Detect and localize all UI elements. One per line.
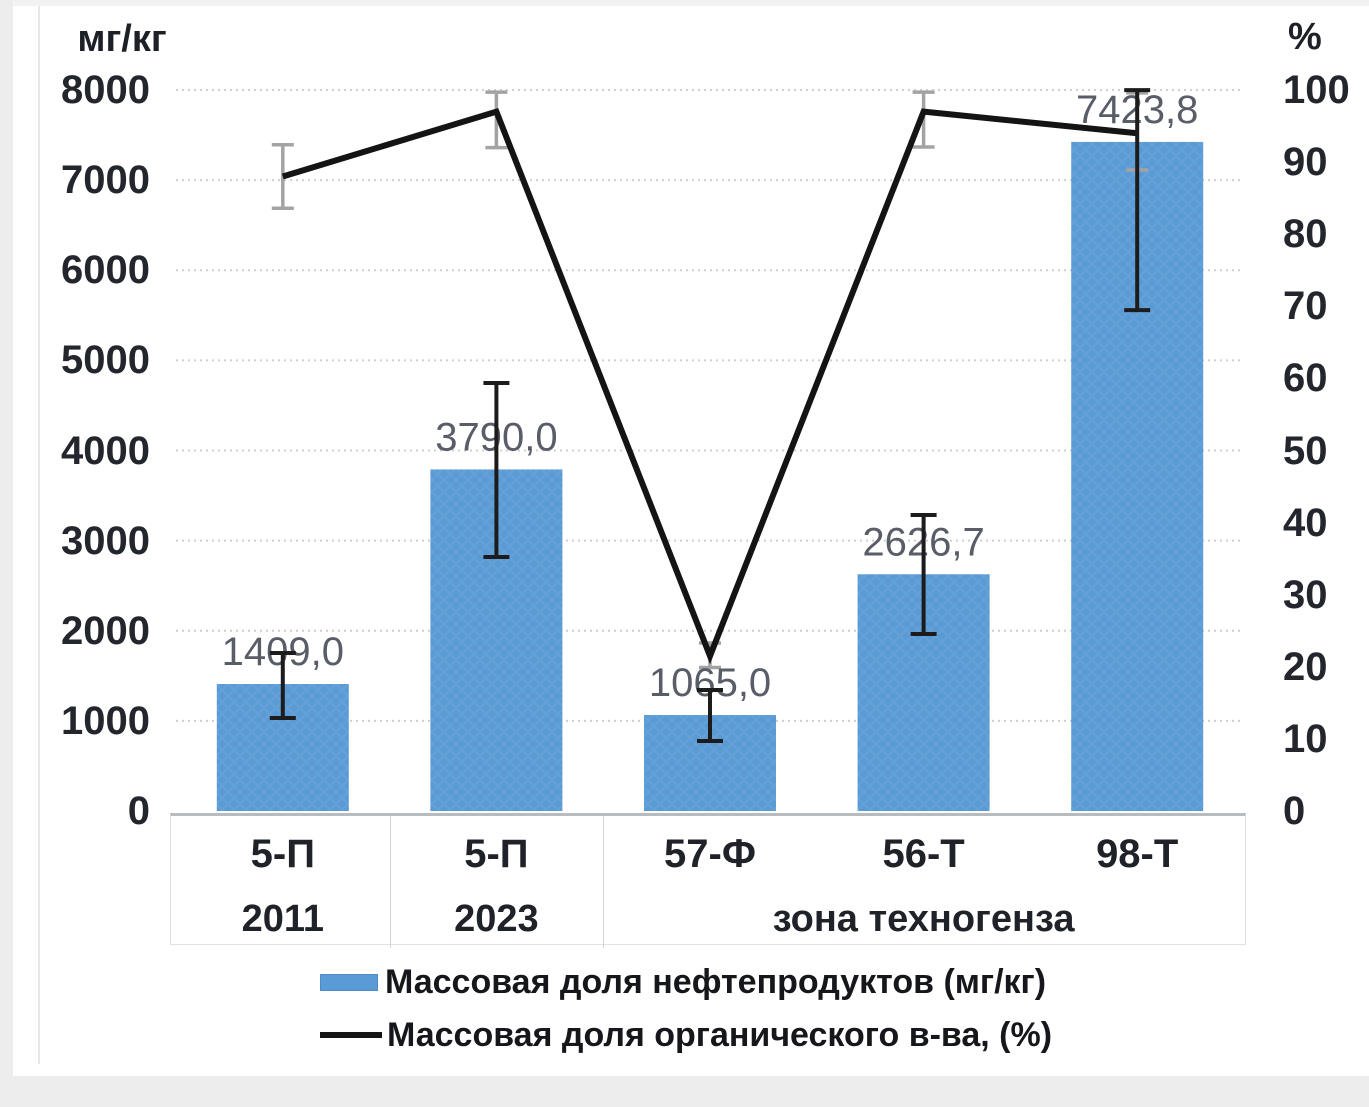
right-axis-unit-label: % — [1288, 16, 1322, 58]
bar-57-Ф — [644, 715, 776, 811]
left-axis-tick: 4000 — [61, 428, 150, 473]
bar-data-label: 1409,0 — [222, 630, 344, 674]
right-axis-tick: 90 — [1283, 140, 1328, 185]
line-series-swatch-icon — [320, 1032, 382, 1038]
legend-item-line-series: Массовая доля органического в-ва, (%) — [320, 1015, 1052, 1055]
left-axis-tick: 8000 — [61, 68, 150, 112]
page-margin-bottom — [0, 1076, 1369, 1107]
category-label: 57-Ф — [664, 832, 756, 876]
left-axis-unit-label: мг/кг — [77, 18, 167, 60]
bar-56-Т — [857, 574, 990, 811]
bar-series-swatch-icon — [320, 973, 378, 991]
right-axis-tick: 20 — [1283, 644, 1328, 689]
page-margin-left — [0, 0, 13, 1107]
left-axis-tick: 3000 — [61, 518, 150, 563]
bar-data-label: 3790,0 — [435, 415, 557, 459]
bar-data-label: 2626,7 — [862, 520, 984, 564]
left-axis-tick: 5000 — [61, 338, 150, 383]
left-axis-tick: 0 — [127, 789, 150, 833]
bar-5-П — [430, 469, 563, 811]
right-axis-tick: 80 — [1283, 212, 1328, 257]
right-axis-tick: 70 — [1283, 284, 1328, 329]
right-axis-tick: 0 — [1283, 789, 1306, 833]
bar-data-label: 1065,0 — [649, 661, 771, 705]
right-axis-tick: 60 — [1283, 356, 1328, 401]
bar-data-label: 7423,8 — [1076, 88, 1198, 132]
left-axis-tick: 7000 — [61, 158, 150, 203]
bar-series-legend-label: Массовая доля нефтепродуктов (мг/кг) — [385, 962, 1047, 1001]
right-axis-tick: 30 — [1283, 572, 1328, 617]
category-divider — [603, 816, 605, 948]
left-axis-tick: 2000 — [61, 608, 150, 653]
legend-item-bar-series: Массовая доля нефтепродуктов (мг/кг) — [320, 962, 1052, 1002]
right-axis-tick: 10 — [1283, 716, 1328, 761]
category-group-label: 2023 — [454, 898, 539, 940]
category-label: 98-Т — [1096, 832, 1179, 876]
category-divider — [389, 816, 391, 948]
line-series — [281, 107, 1138, 665]
category-label: 5-П — [250, 832, 315, 876]
category-label: 56-Т — [882, 832, 965, 876]
left-axis-tick: 6000 — [61, 248, 150, 293]
left-axis-tick: 1000 — [61, 698, 150, 743]
category-group-label: зона техногенза — [772, 898, 1075, 940]
page-margin-top — [0, 0, 1369, 6]
category-label: 5-П — [464, 832, 529, 876]
right-axis-tick: 40 — [1283, 500, 1328, 545]
right-axis-tick: 50 — [1283, 428, 1328, 473]
right-axis-tick: 100 — [1283, 68, 1350, 112]
bar-5-П — [216, 684, 349, 811]
document-border-line — [38, 6, 40, 1064]
legend: Массовая доля нефтепродуктов (мг/кг) Мас… — [320, 962, 1052, 1068]
category-group-label: 2011 — [241, 898, 325, 940]
bar-98-Т — [1071, 141, 1204, 811]
category-axis: 2011 2023 зона техногенза 5-П 5-П 57-Ф 56-Т 98-… — [170, 813, 1246, 948]
line-series-legend-label: Массовая доля органического в-ва, (%) — [387, 1015, 1053, 1054]
